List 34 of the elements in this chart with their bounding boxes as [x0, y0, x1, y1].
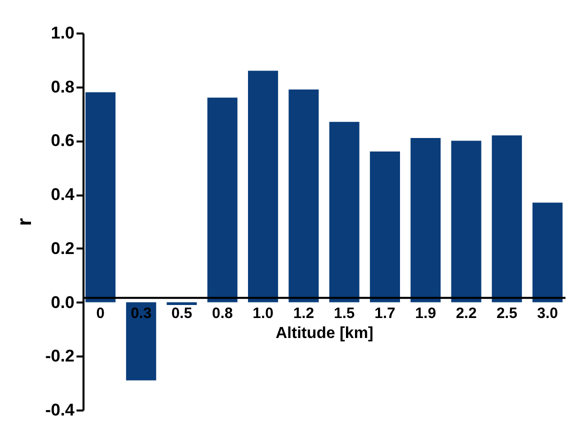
- x-tick-label: 3.0: [537, 304, 558, 322]
- x-tick-label: 0: [96, 304, 105, 322]
- x-tick-label: 2.2: [456, 304, 477, 322]
- y-tick-label: 0.4: [50, 185, 76, 204]
- y-tick-label: 0.8: [50, 77, 74, 96]
- y-tick-label: -0.4: [45, 400, 76, 420]
- y-tick-label: 1.0: [50, 24, 74, 42]
- bar: [126, 302, 156, 380]
- x-tick-label: 1.5: [334, 304, 355, 322]
- x-axis-title: Altitude [km]: [276, 324, 374, 342]
- x-tick-label: 0.3: [130, 304, 152, 322]
- x-tick-label: 1.2: [293, 304, 314, 322]
- y-tick-label: 0.0: [50, 292, 74, 312]
- x-tick-label: 0.8: [212, 304, 233, 322]
- bar: [410, 138, 441, 302]
- y-tick-label: 0.2: [50, 238, 74, 258]
- bar: [532, 202, 563, 302]
- y-tick-label: 0.6: [50, 131, 74, 150]
- bar: [451, 140, 482, 302]
- y-tick-label: -0.2: [45, 346, 74, 366]
- x-tick-label: 1.0: [252, 304, 274, 322]
- bar: [248, 70, 278, 302]
- y-axis-title: r: [14, 218, 36, 226]
- bar: [329, 122, 360, 302]
- bar: [166, 302, 197, 305]
- x-tick-label: 0.5: [171, 304, 192, 322]
- x-tick-label: 1.9: [415, 304, 436, 322]
- bar: [370, 151, 400, 302]
- bar: [492, 135, 522, 302]
- x-tick-label: 2.5: [496, 304, 518, 322]
- x-tick-label: 1.7: [374, 304, 396, 322]
- bar: [85, 92, 116, 302]
- bar: [207, 98, 238, 302]
- bar: [288, 90, 319, 302]
